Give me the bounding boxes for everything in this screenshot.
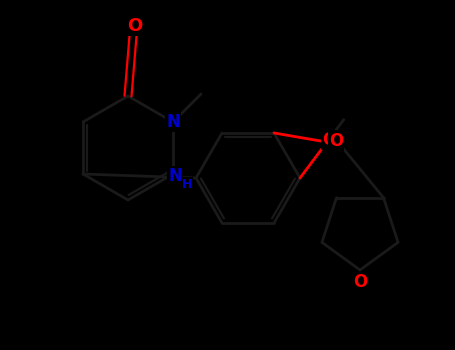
Text: O: O [322, 131, 336, 149]
Text: N: N [168, 167, 182, 185]
Text: H: H [182, 177, 192, 190]
Text: O: O [353, 273, 367, 291]
Text: O: O [329, 132, 343, 150]
Text: N: N [166, 113, 180, 131]
Text: O: O [127, 17, 142, 35]
